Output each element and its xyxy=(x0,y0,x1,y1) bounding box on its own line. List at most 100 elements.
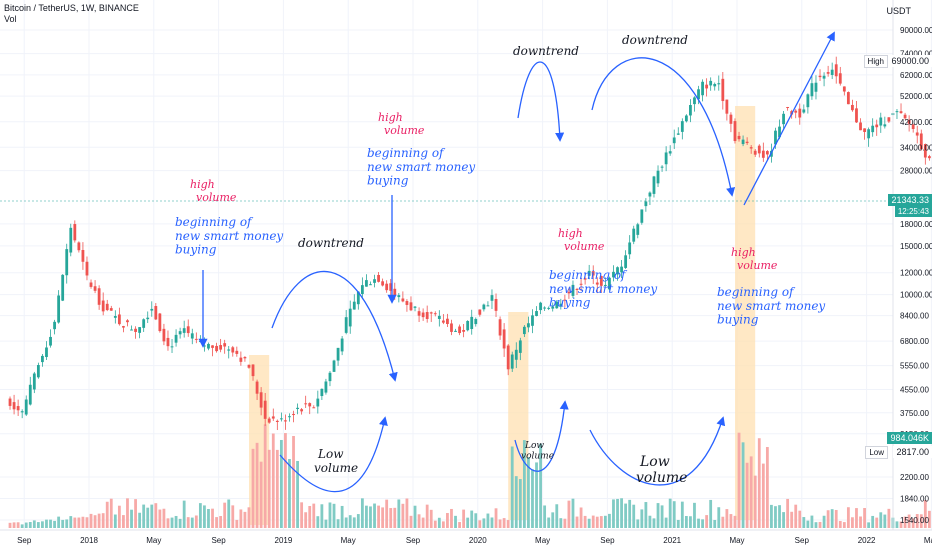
candle-body xyxy=(215,345,218,352)
smart-money-label: beginning of new smart money buying xyxy=(175,215,283,257)
candle-body xyxy=(401,298,405,302)
candle-body xyxy=(166,337,170,347)
candle-body xyxy=(709,80,713,86)
candle-body xyxy=(81,249,85,262)
time-tick-label: May xyxy=(341,536,356,545)
candle-body xyxy=(300,409,304,412)
volume-bar xyxy=(895,521,899,528)
volume-bar xyxy=(644,502,648,528)
volume-bar xyxy=(360,498,364,528)
volume-bar xyxy=(190,517,194,528)
volume-bar xyxy=(899,521,903,528)
volume-bar xyxy=(547,517,551,528)
volume-bar xyxy=(794,504,798,528)
volume-bar xyxy=(834,509,838,528)
volume-bar xyxy=(701,519,704,528)
candle-body xyxy=(599,276,603,286)
volume-bar xyxy=(81,516,85,528)
candle-body xyxy=(122,326,125,328)
candle-body xyxy=(454,330,457,332)
volume-bar xyxy=(636,519,640,528)
candle-body xyxy=(328,372,332,382)
volume-bar xyxy=(409,515,413,528)
volume-bar xyxy=(506,520,510,528)
volume-bar xyxy=(65,519,69,528)
price-tick-label: 34000.00 xyxy=(900,143,932,152)
candle-body xyxy=(239,357,243,362)
volume-bar xyxy=(275,449,279,528)
symbol-title[interactable]: Bitcoin / TetherUS, 1W, BINANCE xyxy=(4,3,139,13)
volume-bar xyxy=(721,516,725,528)
volume-indicator-label[interactable]: Vol xyxy=(4,14,17,24)
candle-body xyxy=(883,124,887,127)
annotation-texts: downtrend downtrend downtrend high volume hig… xyxy=(175,33,825,486)
volume-bar xyxy=(441,521,445,528)
volume-bar xyxy=(417,514,421,528)
volume-bar xyxy=(599,516,603,528)
candle-body xyxy=(385,283,389,291)
candle-body xyxy=(490,295,494,301)
candle-body xyxy=(802,109,806,113)
price-tick-label: 42000.00 xyxy=(900,118,932,127)
volume-bar xyxy=(239,509,243,528)
candle-body xyxy=(547,307,551,309)
candle-body xyxy=(20,411,24,413)
volume-bar xyxy=(369,506,372,528)
candle-body xyxy=(486,305,490,307)
candle-body xyxy=(16,406,20,411)
candle-body xyxy=(227,349,231,351)
candle-body xyxy=(89,282,93,287)
candle-body xyxy=(271,416,275,419)
candle-body xyxy=(652,176,656,194)
time-tick-label: 2020 xyxy=(469,536,487,545)
candle-body xyxy=(105,303,109,311)
candle-body xyxy=(28,384,32,405)
candle-body xyxy=(441,320,445,323)
candle-body xyxy=(567,291,571,294)
candle-body xyxy=(198,341,202,343)
low-volume-label: Low volume xyxy=(521,441,554,461)
high-volume-label: high volume xyxy=(558,227,605,253)
volume-bar xyxy=(231,505,235,528)
volume-bar xyxy=(134,499,137,528)
candle-body xyxy=(267,418,271,423)
volume-bar xyxy=(689,516,692,528)
volume-bar xyxy=(587,518,591,528)
volume-bar xyxy=(903,516,907,528)
volume-bar xyxy=(150,504,154,528)
volume-bar xyxy=(571,498,575,528)
volume-bar xyxy=(207,509,210,528)
volume-bar xyxy=(575,516,579,528)
candle-body xyxy=(219,345,223,350)
volume-bar xyxy=(583,515,587,528)
volume-bar xyxy=(510,446,514,528)
candle-body xyxy=(636,224,640,235)
candle-body xyxy=(616,267,619,275)
candle-body xyxy=(494,299,498,311)
volume-bar xyxy=(684,516,688,528)
price-tick-label: 6800.00 xyxy=(900,337,929,346)
candle-body xyxy=(284,420,287,422)
candle-body xyxy=(235,350,239,354)
candle-body xyxy=(733,121,737,142)
volume-bar xyxy=(377,505,380,528)
volume-bar xyxy=(365,505,368,528)
volume-bar xyxy=(247,507,251,528)
volume-bar xyxy=(219,516,223,528)
candle-body xyxy=(474,318,478,325)
candle-body xyxy=(684,115,688,122)
volume-bar xyxy=(871,515,875,528)
volume-bar xyxy=(69,516,73,528)
candle-body xyxy=(660,166,664,168)
volume-bar xyxy=(292,435,295,528)
candle-body xyxy=(721,78,725,102)
volume-bar xyxy=(271,433,275,528)
volume-bar xyxy=(203,505,206,528)
time-axis[interactable]: Sep 2018 May Sep 2019 May Sep 2020 May Sep 2021 May… xyxy=(17,536,932,545)
candle-body xyxy=(697,89,700,100)
volume-bar xyxy=(393,507,397,528)
candle-body xyxy=(620,266,623,273)
volume-bar xyxy=(875,517,879,528)
volume-bar xyxy=(855,508,858,528)
